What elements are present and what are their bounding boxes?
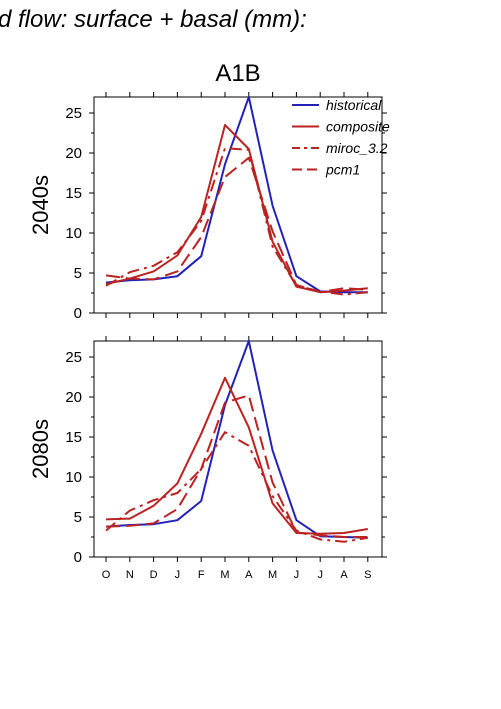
legend-label: historical bbox=[326, 97, 382, 113]
series-line-miroc-3-2 bbox=[105, 431, 368, 543]
y-tick-label: 15 bbox=[65, 429, 82, 446]
series-line-composite bbox=[105, 376, 368, 535]
panel-label: 2080s bbox=[28, 419, 53, 479]
y-tick-label: 0 bbox=[74, 549, 82, 566]
x-tick-label: F bbox=[198, 569, 205, 581]
x-tick-label: M bbox=[220, 569, 229, 581]
x-tick-label: A bbox=[340, 569, 348, 581]
y-tick-label: 20 bbox=[65, 389, 82, 406]
panel-2080s: 0 5 10 15 20 25 O N D J F M A M J J A S 2080s bbox=[28, 336, 387, 581]
panel-2040s: 0 5 10 15 20 25 2040s historical composite miroc_… bbox=[28, 92, 390, 322]
x-tick-label: J bbox=[317, 569, 323, 581]
x-tick-label: D bbox=[150, 569, 158, 581]
y-tick-label: 0 bbox=[74, 305, 82, 322]
y-tick-label: 15 bbox=[65, 185, 82, 202]
series-line-pcm1 bbox=[105, 394, 368, 538]
panel-label: 2040s bbox=[28, 175, 53, 235]
series-line-historical bbox=[105, 340, 368, 539]
y-tick-label: 5 bbox=[74, 265, 82, 282]
x-tick-label: A bbox=[245, 569, 253, 581]
y-tick-label: 10 bbox=[65, 469, 82, 486]
y-tick-label: 25 bbox=[65, 349, 82, 366]
legend-label: pcm1 bbox=[325, 162, 360, 178]
y-tick-label: 5 bbox=[74, 509, 82, 526]
plot-frame bbox=[93, 96, 383, 314]
x-tick-label: J bbox=[294, 569, 300, 581]
series-line-pcm1 bbox=[105, 156, 368, 294]
series-line-miroc-3-2 bbox=[105, 147, 368, 296]
y-tick-label: 25 bbox=[65, 105, 82, 122]
x-tick-label: M bbox=[268, 569, 277, 581]
x-tick-label: J bbox=[175, 569, 181, 581]
legend-label: composite bbox=[326, 119, 390, 135]
figure-title: d flow: surface + basal (mm): bbox=[0, 6, 307, 33]
plot-frame bbox=[93, 340, 383, 558]
legend-label: miroc_3.2 bbox=[326, 140, 388, 156]
y-tick-label: 20 bbox=[65, 145, 82, 162]
y-tick-label: 10 bbox=[65, 225, 82, 242]
x-tick-label: N bbox=[126, 569, 134, 581]
x-tick-label: O bbox=[102, 569, 111, 581]
x-tick-label: S bbox=[364, 569, 371, 581]
scenario-title: A1B bbox=[215, 60, 260, 87]
